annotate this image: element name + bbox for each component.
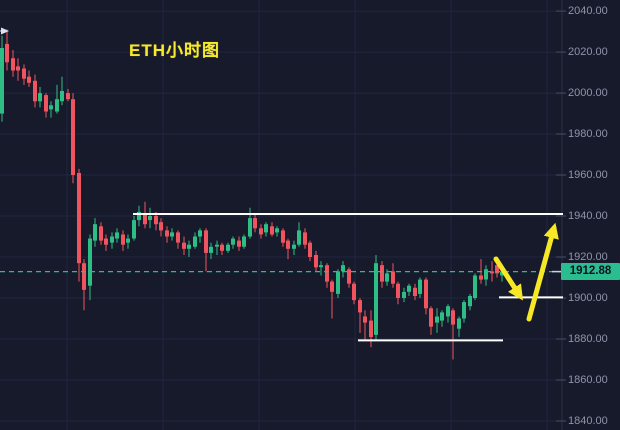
last-price-label: 1912.88: [561, 263, 620, 281]
price-tick-label: 1900.00: [568, 291, 608, 304]
trend-arrows: [493, 222, 559, 322]
last-price-value: 1912.88: [569, 265, 612, 278]
chart-title: ETH小时图: [129, 41, 220, 60]
price-tick-label: 1940.00: [568, 209, 608, 222]
price-tick-label: 1920.00: [568, 250, 608, 263]
price-tick-label: 1860.00: [568, 373, 608, 386]
price-tick-label: 2040.00: [568, 4, 608, 17]
candles-layer: [0, 29, 504, 360]
price-tick-label: 1980.00: [568, 127, 608, 140]
price-tick-label: 1840.00: [568, 414, 608, 427]
cursor-icon: [0, 27, 9, 35]
price-tick-label: 1880.00: [568, 332, 608, 345]
price-tick-label: 2020.00: [568, 45, 608, 58]
price-tick-label: 2000.00: [568, 86, 608, 99]
price-axis[interactable]: 2040.00 2020.00 2000.00 1980.00 1960.00 1940.…: [562, 0, 620, 430]
price-tick-label: 1960.00: [568, 168, 608, 181]
